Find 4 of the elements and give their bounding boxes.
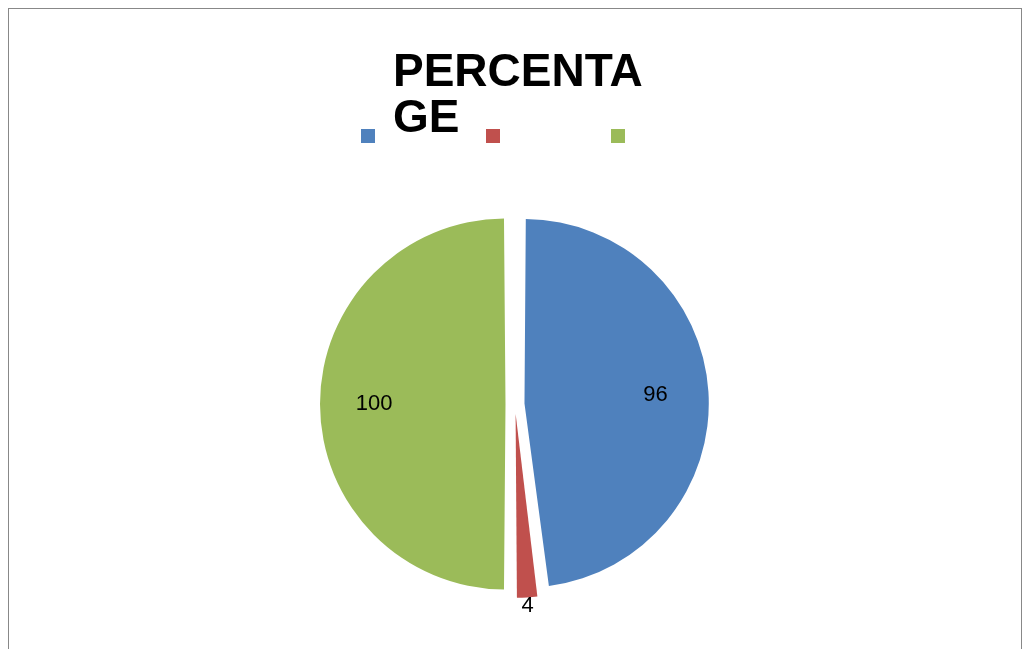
data-label: 96 <box>643 381 668 407</box>
chart-title: PERCENTAGE <box>393 44 644 142</box>
data-label: 100 <box>355 390 393 416</box>
data-label: 4 <box>521 591 534 617</box>
